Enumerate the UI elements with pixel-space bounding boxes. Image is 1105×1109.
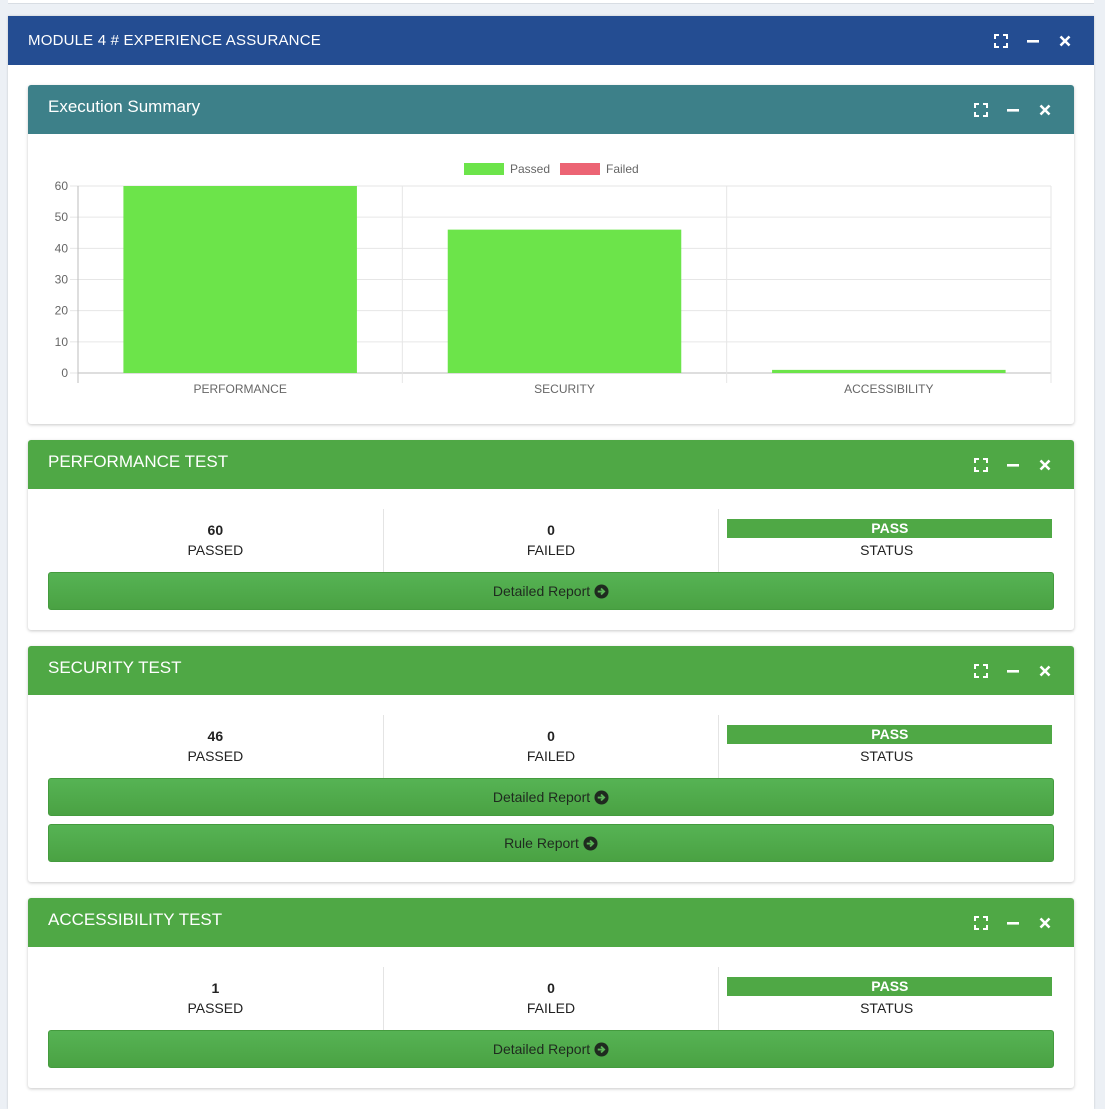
arrow-circle-right-icon <box>594 1041 609 1057</box>
failed-count: 0 <box>547 980 555 996</box>
accessibility-test-header: ACCESSIBILITY TEST <box>28 898 1074 947</box>
legend-swatch-failed <box>560 163 600 175</box>
status-label: STATUS <box>860 1000 914 1016</box>
legend-swatch-passed <box>464 163 504 175</box>
status-stat: PASS STATUS <box>718 715 1054 778</box>
minus-icon[interactable] <box>1018 26 1048 56</box>
expand-icon[interactable] <box>966 450 996 480</box>
passed-count: 46 <box>207 728 224 744</box>
module-header: MODULE 4 # EXPERIENCE ASSURANCE <box>8 16 1094 65</box>
close-icon[interactable] <box>1030 908 1060 938</box>
minus-icon[interactable] <box>998 656 1028 686</box>
y-tick-label: 0 <box>61 366 68 380</box>
legend-label-failed: Failed <box>606 162 639 176</box>
y-tick-label: 30 <box>55 273 69 287</box>
y-tick-label: 50 <box>55 210 69 224</box>
status-stat: PASS STATUS <box>718 509 1054 572</box>
accessibility-test-box: ACCESSIBILITY TEST 1 PASSED 0 FAILED PAS… <box>28 898 1074 1088</box>
accessibility-test-title: ACCESSIBILITY TEST <box>48 909 223 929</box>
execution-summary-chart: 0 10 20 30 40 50 60 PERFORMANCE SECURITY ACCESSIB… <box>55 162 1052 396</box>
security-test-header: SECURITY TEST <box>28 646 1074 695</box>
close-icon[interactable] <box>1030 450 1060 480</box>
performance-tools <box>966 440 1060 489</box>
execution-summary-chart-area: 0 10 20 30 40 50 60 PERFORMANCE SECURITY ACCESSIB… <box>28 134 1074 424</box>
close-icon[interactable] <box>1030 656 1060 686</box>
arrow-circle-right-icon <box>583 835 598 851</box>
x-tick-label: ACCESSIBILITY <box>844 382 933 396</box>
detailed-report-label: Detailed Report <box>492 583 591 599</box>
passed-count: 60 <box>207 522 224 538</box>
y-tick-label: 60 <box>55 179 69 193</box>
passed-stat: 60 PASSED <box>48 509 383 572</box>
security-stats: 46 PASSED 0 FAILED PASS STATUS <box>48 715 1054 778</box>
module-title: MODULE 4 # EXPERIENCE ASSURANCE <box>28 32 321 49</box>
detailed-report-label: Detailed Report <box>492 789 591 805</box>
y-tick-label: 40 <box>55 241 69 255</box>
execution-summary-box: Execution Summary 0 10 20 30 40 50 60 PERFORMAN… <box>28 85 1074 424</box>
failed-count: 0 <box>547 522 555 538</box>
status-badge: PASS <box>727 977 1053 996</box>
status-label: STATUS <box>860 748 914 764</box>
arrow-circle-right-icon <box>594 583 609 599</box>
expand-icon[interactable] <box>966 656 996 686</box>
passed-stat: 46 PASSED <box>48 715 383 778</box>
accessibility-stats: 1 PASSED 0 FAILED PASS STATUS <box>48 967 1054 1030</box>
detailed-report-button[interactable]: Detailed Report <box>48 1030 1054 1068</box>
x-tick-label: SECURITY <box>534 382 595 396</box>
passed-stat: 1 PASSED <box>48 967 383 1030</box>
rule-report-button[interactable]: Rule Report <box>48 824 1054 862</box>
bar-passed-security <box>447 229 682 373</box>
close-icon[interactable] <box>1050 26 1080 56</box>
passed-count: 1 <box>211 980 220 996</box>
accessibility-tools <box>966 898 1060 947</box>
performance-test-header: PERFORMANCE TEST <box>28 440 1074 489</box>
detailed-report-label: Detailed Report <box>492 1041 591 1057</box>
passed-label: PASSED <box>187 542 244 558</box>
expand-icon[interactable] <box>986 26 1016 56</box>
passed-label: PASSED <box>187 1000 244 1016</box>
status-stat: PASS STATUS <box>718 967 1054 1030</box>
expand-icon[interactable] <box>966 95 996 125</box>
status-label: STATUS <box>860 542 914 558</box>
security-test-title: SECURITY TEST <box>48 657 182 677</box>
bar-passed-performance <box>123 186 357 373</box>
minus-icon[interactable] <box>998 95 1028 125</box>
x-tick-label: PERFORMANCE <box>193 382 286 396</box>
expand-icon[interactable] <box>966 908 996 938</box>
bar-passed-accessibility <box>772 369 1006 373</box>
rule-report-label: Rule Report <box>504 835 579 851</box>
failed-stat: 0 FAILED <box>382 509 719 572</box>
detailed-report-button[interactable]: Detailed Report <box>48 778 1054 816</box>
status-badge: PASS <box>727 725 1053 744</box>
legend-label-passed: Passed <box>510 162 550 176</box>
performance-test-title: PERFORMANCE TEST <box>48 451 229 471</box>
minus-icon[interactable] <box>998 908 1028 938</box>
detailed-report-button[interactable]: Detailed Report <box>48 572 1054 610</box>
performance-stats: 60 PASSED 0 FAILED PASS STATUS <box>48 509 1054 572</box>
top-strip <box>8 0 1094 4</box>
minus-icon[interactable] <box>998 450 1028 480</box>
performance-test-box: PERFORMANCE TEST 60 PASSED 0 FAILED PASS… <box>28 440 1074 630</box>
execution-summary-header: Execution Summary <box>28 85 1074 134</box>
failed-label: FAILED <box>526 1000 576 1016</box>
failed-stat: 0 FAILED <box>382 715 719 778</box>
failed-stat: 0 FAILED <box>382 967 719 1030</box>
security-test-box: SECURITY TEST 46 PASSED 0 FAILED PASS ST… <box>28 646 1074 882</box>
y-tick-label: 20 <box>55 304 69 318</box>
failed-label: FAILED <box>526 542 576 558</box>
summary-tools <box>966 85 1060 134</box>
y-tick-label: 10 <box>55 335 69 349</box>
module-tools <box>986 16 1080 65</box>
security-tools <box>966 646 1060 695</box>
module-panel: MODULE 4 # EXPERIENCE ASSURANCE Executio… <box>8 16 1094 1109</box>
close-icon[interactable] <box>1030 95 1060 125</box>
failed-label: FAILED <box>526 748 576 764</box>
status-badge: PASS <box>727 519 1053 538</box>
passed-label: PASSED <box>187 748 244 764</box>
arrow-circle-right-icon <box>594 789 609 805</box>
failed-count: 0 <box>547 728 555 744</box>
execution-summary-title: Execution Summary <box>48 96 201 116</box>
